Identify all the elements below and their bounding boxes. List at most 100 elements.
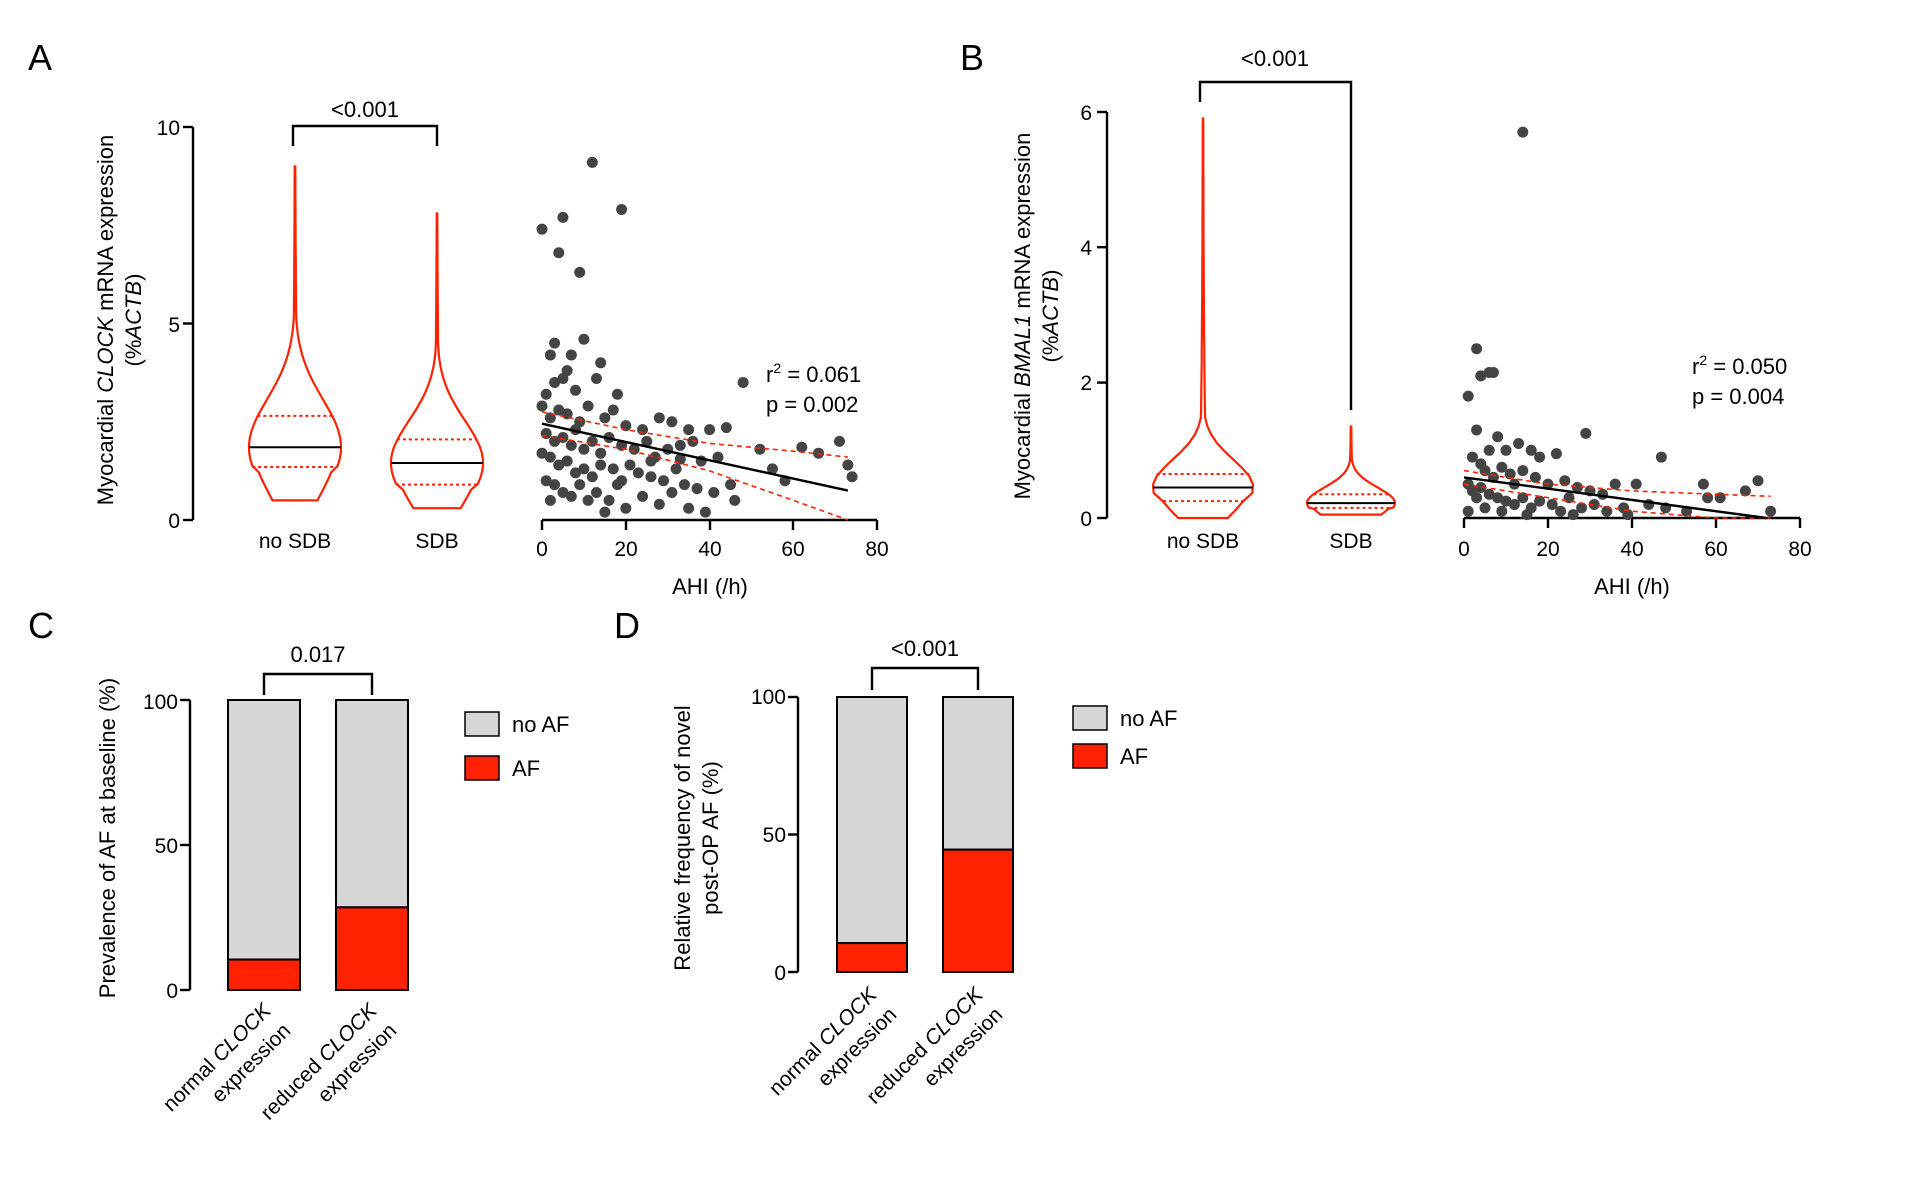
panel-a-xtick-60: 60 <box>781 538 804 561</box>
panel-b-pvalue: <0.001 <box>1241 46 1309 71</box>
panel-a-scatter-point-32 <box>720 422 732 434</box>
panel-d-pvalue: <0.001 <box>891 636 959 661</box>
panel-b-scatter-point-48 <box>1546 498 1558 510</box>
panel-a-scatter-point-81 <box>574 479 586 491</box>
panel-a-scatter-point-13 <box>557 373 569 385</box>
panel-a-p: p = 0.002 <box>766 392 858 417</box>
panel-a-scatter-point-3 <box>557 211 569 223</box>
panel-c-pvalue: 0.017 <box>290 642 345 667</box>
panel-b-scatter-point-44 <box>1508 498 1520 510</box>
panel-a-scatter-point-53 <box>553 459 565 471</box>
panel-a-scatter-point-92 <box>599 506 611 518</box>
panel-c-ylabel: Prevalence of AF at baseline (%) <box>95 678 120 998</box>
panel-d-bar-2-af <box>942 848 1014 973</box>
panel-a-scatter-point-44 <box>628 443 640 455</box>
panel-d-ytick-0: 0 <box>774 962 786 985</box>
panel-a-scatter-point-64 <box>658 475 670 487</box>
panel-b-r2: r2 = 0.050 <box>1692 352 1787 379</box>
panel-b-ylabel-line2: (%ACTB) <box>1038 270 1063 363</box>
panel-b-scatter-point-41 <box>1483 488 1495 500</box>
panel-b-scatter-plot <box>1462 126 1802 528</box>
panel-b-ytick-0: 0 <box>1080 508 1092 531</box>
panel-a-scatter-point-19 <box>544 412 556 424</box>
panel-c-stacked-bar-chart <box>180 698 409 992</box>
panel-b-violin-plot <box>1097 110 1397 520</box>
panel-a-label: A <box>28 37 52 78</box>
panel-a-scatter-point-27 <box>637 424 649 436</box>
panel-a-xtick-40: 40 <box>698 538 721 561</box>
panel-a-scatter-point-95 <box>544 494 556 506</box>
panel-a-scatter-point-57 <box>586 471 598 483</box>
panel-b-scatter-point-32 <box>1697 478 1709 490</box>
panel-a-scatter-point-39 <box>578 443 590 455</box>
panel-d: D Relative frequency of novel post-OP AF… <box>614 605 1177 1108</box>
panel-b-xtick-0: 0 <box>1458 538 1470 561</box>
panel-a-scatter-point-62 <box>632 467 644 479</box>
panel-a-scatter-point-35 <box>549 435 561 447</box>
panel-a-scatter-plot <box>536 156 879 530</box>
panel-a-scatter-ci-upper <box>541 411 848 458</box>
panel-a-violin-plot <box>183 125 485 522</box>
panel-a-scatter-point-61 <box>624 459 636 471</box>
panel-a-scatter-point-9 <box>595 357 607 369</box>
panel-c-legend-swatch-af <box>464 755 500 781</box>
panel-a-scatter-point-58 <box>595 459 607 471</box>
panel-b-scatter-ci-upper <box>1463 469 1771 498</box>
panel-c-ytick-100: 100 <box>143 691 178 714</box>
panel-a-scatter-point-91 <box>699 506 711 518</box>
panel-b-scatter-point-16 <box>1466 451 1478 463</box>
panel-b-scatter-point-45 <box>1517 492 1529 504</box>
panel-a-scatter-point-17 <box>611 388 623 400</box>
panel-a-scatter-point-40 <box>586 435 598 447</box>
panel-a-scatter-point-71 <box>766 463 778 475</box>
panel-a-scatter-point-6 <box>549 337 561 349</box>
panel-b: B Myocardial BMAL1 mRNA expression (%ACT… <box>960 37 1812 599</box>
panel-a-scatter-point-7 <box>565 349 577 361</box>
panel-c-label: C <box>28 605 54 646</box>
panel-d-legend-swatch-af <box>1072 743 1108 769</box>
panel-b-scatter-point-15 <box>1655 451 1667 463</box>
panel-d-significance-bracket <box>870 666 980 690</box>
panel-a-scatter-point-63 <box>645 471 657 483</box>
panel-b-scatter-point-9 <box>1500 444 1512 456</box>
panel-b-scatter-point-4 <box>1487 366 1499 378</box>
panel-a-scatter-point-83 <box>590 486 602 498</box>
panel-b-significance-bracket <box>1198 80 1353 410</box>
panel-b-scatter-point-60 <box>1496 505 1508 517</box>
panel-b-scatter-point-14 <box>1580 427 1592 439</box>
panel-b-scatter-point-47 <box>1534 495 1546 507</box>
panel-a-scatter-point-98 <box>725 479 737 491</box>
panel-a-scatter-point-20 <box>553 404 565 416</box>
panel-b-scatter-point-31 <box>1630 478 1642 490</box>
panel-b-scatter-point-52 <box>1588 498 1600 510</box>
panel-b-scatter-point-27 <box>1571 482 1583 494</box>
panel-c-bar-1-af <box>227 958 301 991</box>
panel-b-scatter-point-21 <box>1504 468 1516 480</box>
panel-a-scatter-point-89 <box>666 486 678 498</box>
panel-d-bar-1-af <box>836 942 908 973</box>
panel-c-legend-swatch-no-af <box>464 711 500 737</box>
panel-a-scatter-point-1 <box>616 204 628 216</box>
panel-a-xlabel: AHI (/h) <box>672 574 748 599</box>
panel-a-scatter-point-23 <box>582 400 594 412</box>
panel-b-scatter-point-58 <box>1462 505 1474 517</box>
panel-b-label: B <box>960 37 984 78</box>
panel-d-stacked-bar-chart <box>788 695 1014 974</box>
panel-b-scatter-point-23 <box>1517 465 1529 477</box>
panel-a-scatter-point-94 <box>540 475 552 487</box>
panel-a-scatter-point-87 <box>637 490 649 502</box>
panel-a-scatter-point-82 <box>582 494 594 506</box>
panel-b-scatter-point-59 <box>1479 502 1491 514</box>
panel-a-scatter-point-30 <box>683 424 695 436</box>
panel-a-scatter-point-28 <box>653 412 665 424</box>
panel-a-scatter-point-86 <box>620 502 632 514</box>
panel-a-scatter-point-34 <box>540 428 552 440</box>
panel-b-ytick-2: 2 <box>1080 372 1092 395</box>
panel-a-ytick-5: 5 <box>168 314 180 337</box>
panel-a-no-sdb-violin <box>247 165 343 502</box>
panel-a-scatter-point-90 <box>683 502 695 514</box>
panel-b-scatter-point-11 <box>1525 444 1537 456</box>
panel-b-scatter-point-6 <box>1471 424 1483 436</box>
panel-a-scatter-fit-line <box>541 422 849 492</box>
panel-b-scatter-point-42 <box>1492 492 1504 504</box>
